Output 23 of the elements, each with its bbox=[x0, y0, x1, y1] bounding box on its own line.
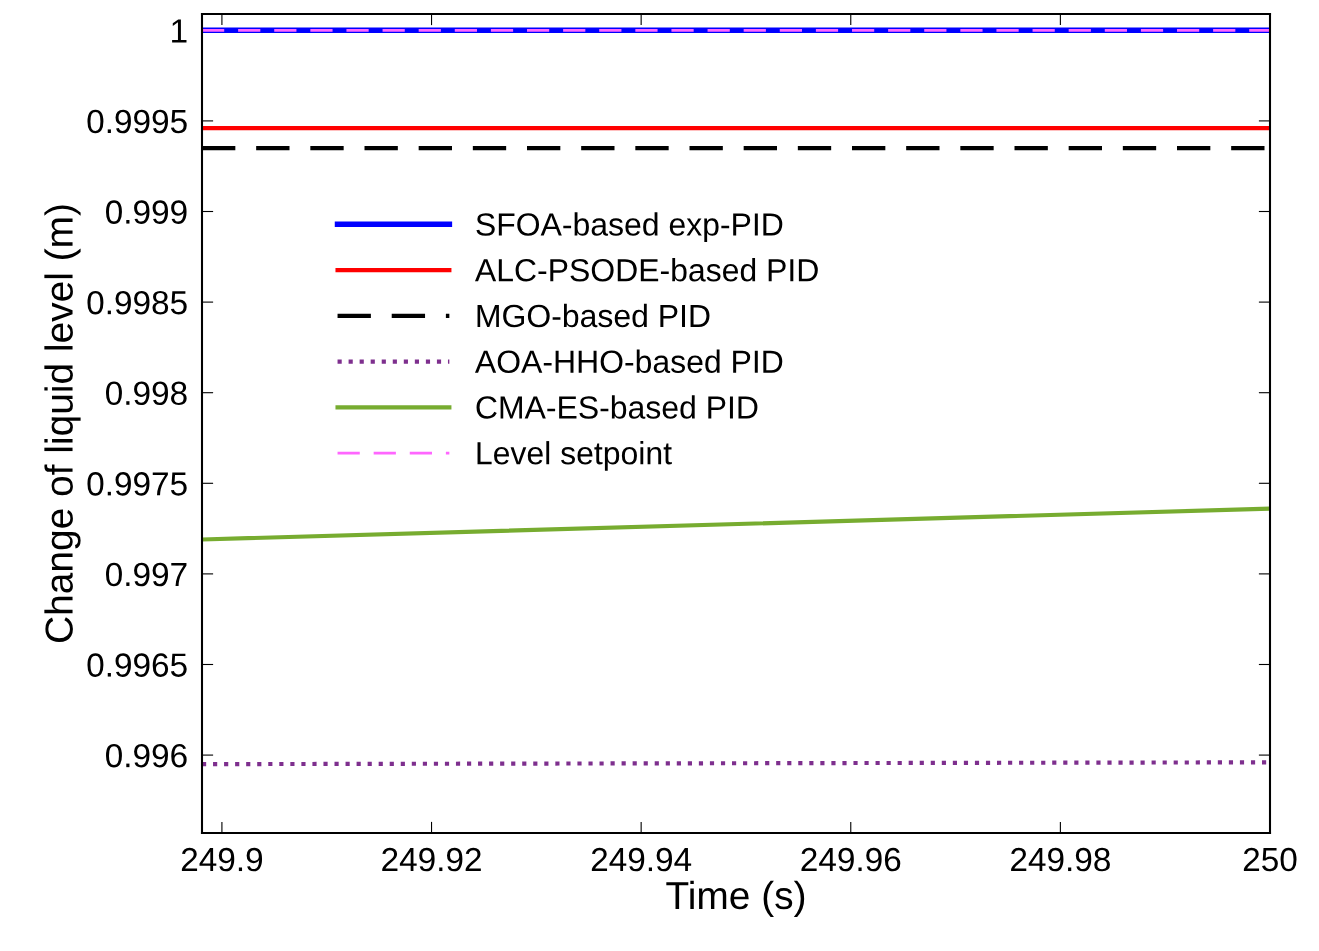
y-tick-label: 0.996 bbox=[106, 743, 187, 768]
x-tick-label: 249.96 bbox=[801, 847, 901, 872]
x-axis-title: Time (s) bbox=[666, 880, 805, 917]
x-tick-label: 249.94 bbox=[591, 847, 692, 872]
y-tick-label: 0.9975 bbox=[87, 472, 187, 496]
y-tick-label: 0.9965 bbox=[87, 653, 187, 677]
y-tick-label: 0.999 bbox=[106, 200, 187, 224]
legend-label: Level setpoint bbox=[477, 441, 672, 471]
y-tick-label: 0.997 bbox=[106, 562, 187, 587]
legend-label: AOA-HHO-based PID bbox=[474, 349, 783, 374]
x-tick-label: 250 bbox=[1243, 847, 1297, 872]
y-tick-label: 0.998 bbox=[106, 381, 187, 406]
y-axis-title: Change of liquid level (m) bbox=[44, 205, 81, 642]
x-tick-label: 249.98 bbox=[1011, 847, 1110, 872]
y-tick-label: 0.9995 bbox=[87, 109, 187, 134]
y-tick-label: 0.9985 bbox=[87, 290, 187, 315]
legend-label: ALC-PSODE-based PID bbox=[474, 258, 818, 282]
x-tick-label: 249.9 bbox=[181, 847, 263, 872]
y-tick-label: 1 bbox=[172, 19, 187, 43]
legend-label: CMA-ES-based PID bbox=[476, 395, 758, 419]
x-tick-label: 249.92 bbox=[382, 847, 481, 872]
legend-label: MGO-based PID bbox=[477, 303, 710, 328]
legend-label: SFOA-based exp-PID bbox=[476, 212, 783, 243]
